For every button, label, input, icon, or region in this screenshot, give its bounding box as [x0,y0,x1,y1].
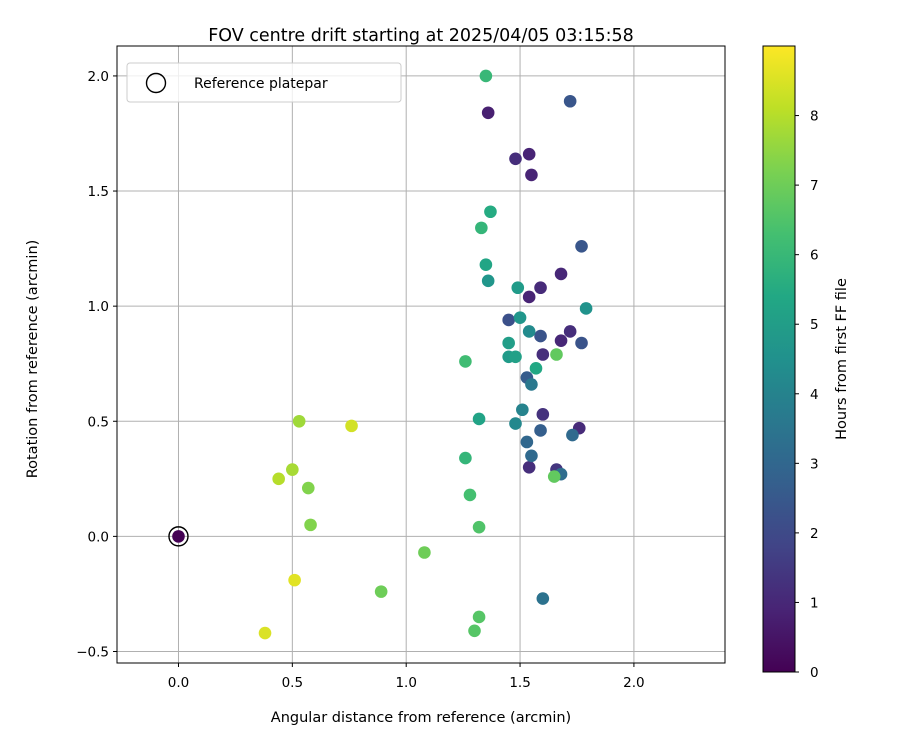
x-tick-label: 0.0 [168,675,189,691]
x-tick-label: 1.0 [395,675,416,691]
data-point [479,258,493,272]
data-point [463,488,477,502]
data-point [301,481,315,495]
data-point [554,334,568,347]
data-point [286,463,299,476]
colorbar-tick-label: 8 [810,109,819,125]
y-tick-label: 0.5 [88,414,109,430]
data-point [481,106,495,120]
data-point [472,520,486,534]
colorbar-tick-label: 7 [810,178,819,194]
data-point [536,408,550,421]
legend-marker-icon [145,72,167,94]
colorbar-tick-label: 6 [810,248,819,264]
data-point [502,336,515,350]
legend-box [126,62,402,103]
data-point [522,325,536,338]
data-point [522,290,536,304]
data-point [563,94,577,108]
data-point [525,449,538,463]
colorbar-tick-label: 1 [810,595,819,611]
colorbar-tick-label: 3 [810,456,819,472]
colorbar-label: Hours from first FF file [834,278,850,440]
data-point [563,325,577,338]
data-point [575,239,588,253]
x-tick-label: 1.5 [509,675,530,691]
data-point [575,336,588,350]
data-point [459,355,472,368]
data-point [472,610,486,624]
data-point [272,472,285,486]
data-point [288,573,301,587]
data-point [509,350,522,364]
y-tick-label: −0.5 [76,644,109,660]
data-point [534,281,547,295]
y-axis-ticks: −0.5 0.0 0.5 1.0 1.5 2.0 [76,69,117,660]
data-point [345,419,358,433]
data-point [502,313,515,327]
data-point [304,518,317,532]
data-point [484,205,497,219]
colorbar [762,45,796,673]
data-point [509,417,522,430]
data-point [534,424,547,437]
x-axis-label: Angular distance from reference (arcmin) [271,710,571,726]
colorbar-tick-label: 0 [810,665,819,681]
data-point [292,414,306,428]
data-point [536,348,550,361]
data-point [479,69,493,83]
data-point [258,626,272,640]
data-point [522,461,536,474]
data-point [525,168,538,182]
chart-title: FOV centre drift starting at 2025/04/05 … [208,26,634,46]
data-point [536,592,550,605]
data-point [459,451,472,465]
colorbar-tick-label: 4 [810,387,819,403]
data-point [547,470,561,483]
colorbar-tick-label: 5 [810,317,819,333]
y-tick-label: 1.0 [88,299,109,315]
data-point [509,152,522,166]
data-point [374,585,388,598]
y-tick-label: 2.0 [88,69,109,85]
data-point [475,221,488,235]
scatter-points [168,69,593,640]
data-point [520,435,534,449]
grid-lines [117,46,725,663]
data-point [418,546,431,559]
data-point [513,311,527,324]
x-axis-ticks: 0.0 0.5 1.0 1.5 2.0 [168,663,645,691]
colorbar-tick-label: 2 [810,526,819,542]
legend-label: Reference platepar [194,76,328,92]
y-tick-label: 1.5 [88,184,109,200]
data-point [579,302,593,315]
colorbar-ticks: 0 1 2 3 4 5 6 7 8 [795,109,819,681]
x-tick-label: 0.5 [282,675,303,691]
data-point [468,624,481,638]
data-point [566,428,579,442]
y-tick-label: 0.0 [88,529,109,545]
data-point [525,378,538,391]
data-point [172,530,185,543]
plot-frame [116,45,726,664]
x-tick-label: 2.0 [623,675,644,691]
data-point [522,147,536,161]
data-point [516,403,529,417]
data-point [554,267,568,281]
y-axis-label: Rotation from reference (arcmin) [25,240,41,479]
data-point [472,412,486,426]
data-point [481,274,495,288]
data-point [534,329,547,343]
legend: Reference platepar [126,62,402,103]
data-point [529,362,543,375]
data-point [550,348,563,361]
reference-marker [168,526,189,547]
data-point [511,281,525,295]
